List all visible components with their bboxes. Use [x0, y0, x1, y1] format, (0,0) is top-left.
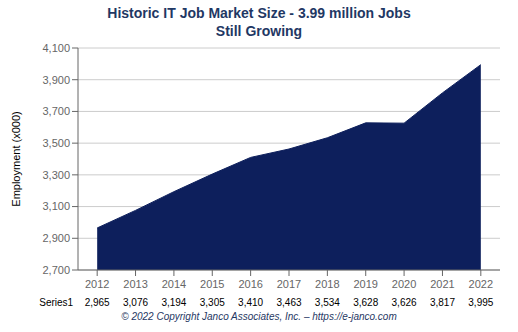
svg-text:4,100: 4,100 — [42, 42, 70, 54]
svg-text:2018: 2018 — [315, 278, 339, 290]
svg-text:3,410: 3,410 — [238, 297, 263, 308]
html-text:Still Growing: Still Growing — [215, 23, 303, 39]
svg-text:2017: 2017 — [277, 278, 301, 290]
svg-text:3,995: 3,995 — [468, 297, 493, 308]
html-text:© 2022 Copyright Janco Associa: © 2022 Copyright Janco Associates, Inc. … — [121, 311, 397, 322]
svg-text:2,700: 2,700 — [42, 264, 70, 276]
svg-text:3,817: 3,817 — [430, 297, 455, 308]
svg-text:2016: 2016 — [238, 278, 262, 290]
html-text:Historic IT Job Market Size -: Historic IT Job Market Size - 3.99 milli… — [107, 5, 411, 21]
svg-text:2012: 2012 — [85, 278, 109, 290]
svg-text:3,626: 3,626 — [392, 297, 417, 308]
svg-text:2,900: 2,900 — [42, 232, 70, 244]
svg-text:Employment (x000): Employment (x000) — [10, 111, 22, 206]
svg-text:2015: 2015 — [200, 278, 224, 290]
svg-text:2022: 2022 — [469, 278, 493, 290]
svg-text:2021: 2021 — [430, 278, 454, 290]
svg-text:3,534: 3,534 — [315, 297, 340, 308]
svg-text:2020: 2020 — [392, 278, 416, 290]
svg-text:3,194: 3,194 — [161, 297, 186, 308]
svg-text:2014: 2014 — [162, 278, 186, 290]
svg-text:3,700: 3,700 — [42, 105, 70, 117]
svg-text:2,965: 2,965 — [85, 297, 110, 308]
svg-text:3,305: 3,305 — [200, 297, 225, 308]
svg-text:2013: 2013 — [123, 278, 147, 290]
svg-text:3,628: 3,628 — [353, 297, 378, 308]
svg-text:Series1: Series1 — [39, 297, 73, 308]
svg-text:3,463: 3,463 — [276, 297, 301, 308]
svg-text:3,900: 3,900 — [42, 74, 70, 86]
svg-text:2019: 2019 — [353, 278, 377, 290]
svg-text:3,500: 3,500 — [42, 137, 70, 149]
svg-text:3,100: 3,100 — [42, 200, 70, 212]
svg-text:3,300: 3,300 — [42, 169, 70, 181]
svg-text:3,076: 3,076 — [123, 297, 148, 308]
